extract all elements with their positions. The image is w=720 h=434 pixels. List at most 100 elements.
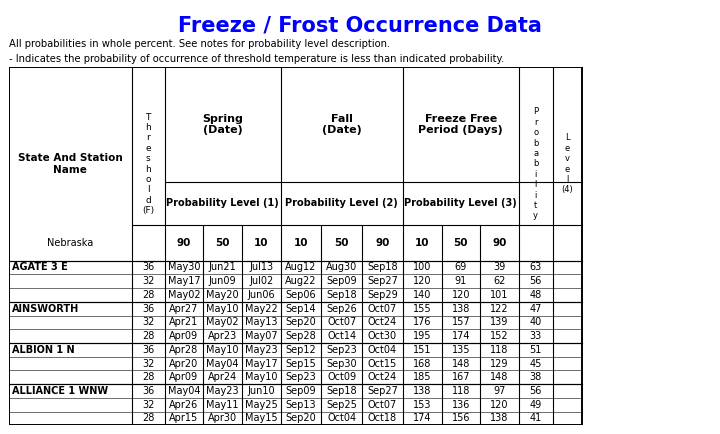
Text: 120: 120 — [490, 400, 509, 410]
Text: ALBION 1 N: ALBION 1 N — [12, 345, 75, 355]
Text: 136: 136 — [451, 400, 470, 410]
Text: 63: 63 — [529, 263, 542, 273]
Text: Oct07: Oct07 — [368, 400, 397, 410]
Text: 28: 28 — [142, 414, 154, 424]
Text: 48: 48 — [529, 290, 542, 300]
Text: 56: 56 — [529, 386, 542, 396]
Text: 69: 69 — [455, 263, 467, 273]
Text: Sep29: Sep29 — [367, 290, 398, 300]
Text: 156: 156 — [451, 414, 470, 424]
Text: 155: 155 — [413, 304, 431, 314]
Text: 50: 50 — [335, 238, 349, 248]
Text: Jun09: Jun09 — [209, 276, 236, 286]
Text: 10: 10 — [254, 238, 269, 248]
Text: Apr23: Apr23 — [208, 331, 238, 341]
Text: Sep15: Sep15 — [286, 358, 316, 368]
Text: 41: 41 — [529, 414, 542, 424]
Text: Fall
(Date): Fall (Date) — [322, 114, 361, 135]
Text: 32: 32 — [142, 358, 154, 368]
Text: 153: 153 — [413, 400, 431, 410]
Text: 174: 174 — [451, 331, 470, 341]
Text: May04: May04 — [168, 386, 200, 396]
Text: Apr27: Apr27 — [169, 304, 199, 314]
Text: 118: 118 — [490, 345, 508, 355]
Text: May10: May10 — [207, 304, 239, 314]
Text: 90: 90 — [375, 238, 390, 248]
Text: May22: May22 — [245, 304, 278, 314]
Text: May17: May17 — [245, 358, 278, 368]
Text: P
r
o
b
a
b
i
l
i
t
y: P r o b a b i l i t y — [533, 108, 539, 220]
Text: Sep06: Sep06 — [286, 290, 316, 300]
Text: 120: 120 — [413, 276, 431, 286]
Text: Oct24: Oct24 — [368, 372, 397, 382]
Text: May23: May23 — [245, 345, 278, 355]
Text: Jun21: Jun21 — [209, 263, 236, 273]
Text: Probability Level (1): Probability Level (1) — [166, 198, 279, 208]
Text: May07: May07 — [245, 331, 278, 341]
Text: Sep27: Sep27 — [367, 386, 398, 396]
Text: 91: 91 — [455, 276, 467, 286]
Text: May02: May02 — [207, 317, 239, 327]
Text: 40: 40 — [529, 317, 542, 327]
Text: 36: 36 — [142, 304, 154, 314]
Text: 28: 28 — [142, 290, 154, 300]
Text: 36: 36 — [142, 263, 154, 273]
Text: May11: May11 — [207, 400, 239, 410]
Text: Sep20: Sep20 — [286, 414, 316, 424]
Text: Sep23: Sep23 — [286, 372, 316, 382]
Text: May30: May30 — [168, 263, 200, 273]
Text: May04: May04 — [207, 358, 239, 368]
Text: Apr09: Apr09 — [169, 331, 199, 341]
Text: Jul02: Jul02 — [249, 276, 274, 286]
Text: 38: 38 — [529, 372, 542, 382]
Text: Apr28: Apr28 — [169, 345, 199, 355]
Text: May17: May17 — [168, 276, 200, 286]
Text: May25: May25 — [245, 400, 278, 410]
Text: 50: 50 — [215, 238, 230, 248]
Text: Aug30: Aug30 — [326, 263, 357, 273]
Text: 33: 33 — [529, 331, 542, 341]
Text: 152: 152 — [490, 331, 509, 341]
Text: 100: 100 — [413, 263, 431, 273]
Text: Oct30: Oct30 — [368, 331, 397, 341]
Text: May13: May13 — [245, 317, 277, 327]
Text: Oct07: Oct07 — [368, 304, 397, 314]
Text: Sep26: Sep26 — [326, 304, 357, 314]
Text: May23: May23 — [207, 386, 239, 396]
Text: Sep09: Sep09 — [286, 386, 316, 396]
Text: 148: 148 — [490, 372, 508, 382]
Text: Sep18: Sep18 — [326, 386, 357, 396]
Text: 118: 118 — [451, 386, 470, 396]
Text: 138: 138 — [413, 386, 431, 396]
Text: Apr09: Apr09 — [169, 372, 199, 382]
Text: 28: 28 — [142, 372, 154, 382]
Text: 32: 32 — [142, 276, 154, 286]
Text: Probability Level (3): Probability Level (3) — [405, 198, 517, 208]
Text: 138: 138 — [451, 304, 470, 314]
Text: Oct07: Oct07 — [327, 317, 356, 327]
Text: 97: 97 — [493, 386, 505, 396]
Text: All probabilities in whole percent. See notes for probability level description.: All probabilities in whole percent. See … — [9, 39, 390, 49]
Text: Oct15: Oct15 — [368, 358, 397, 368]
Text: 168: 168 — [413, 358, 431, 368]
Text: AGATE 3 E: AGATE 3 E — [12, 263, 68, 273]
Text: Sep27: Sep27 — [367, 276, 398, 286]
Text: AINSWORTH: AINSWORTH — [12, 304, 79, 314]
Text: 139: 139 — [490, 317, 508, 327]
Text: 185: 185 — [413, 372, 431, 382]
Text: 62: 62 — [493, 276, 505, 286]
Text: 140: 140 — [413, 290, 431, 300]
Text: May10: May10 — [207, 345, 239, 355]
Text: L
e
v
e
l
(4): L e v e l (4) — [562, 133, 573, 194]
Text: 90: 90 — [177, 238, 191, 248]
Text: State And Station
Name: State And Station Name — [18, 153, 122, 175]
Text: Oct04: Oct04 — [368, 345, 397, 355]
Text: Freeze Free
Period (Days): Freeze Free Period (Days) — [418, 114, 503, 135]
Text: Jun10: Jun10 — [248, 386, 275, 396]
Text: 90: 90 — [492, 238, 507, 248]
Text: Apr30: Apr30 — [208, 414, 237, 424]
Text: 10: 10 — [294, 238, 308, 248]
Text: Oct04: Oct04 — [327, 414, 356, 424]
Text: 32: 32 — [142, 317, 154, 327]
Text: 148: 148 — [451, 358, 470, 368]
